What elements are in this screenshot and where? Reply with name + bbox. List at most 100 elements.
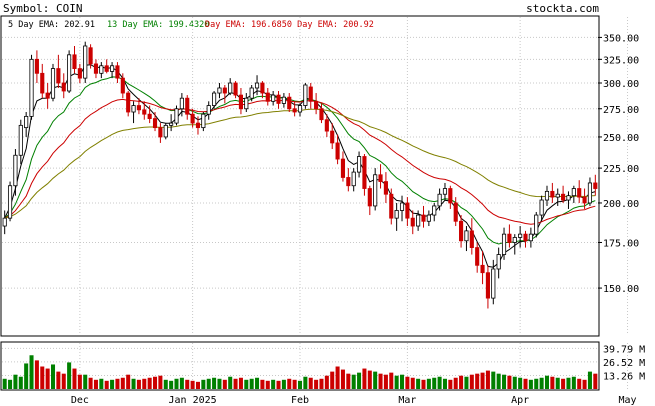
volume-bar (539, 377, 544, 389)
candle-body (330, 130, 335, 144)
ema13-legend: 13 Day EMA: 199.4320 (107, 20, 209, 30)
volume-bar (566, 377, 571, 389)
candle-body (561, 193, 566, 201)
volume-bar (303, 376, 308, 389)
site-label[interactable]: stockta.com (526, 2, 599, 15)
price-tick-label: 175.00 (603, 238, 639, 249)
candle-body (340, 158, 346, 178)
candle-body (271, 94, 276, 102)
volume-bar (206, 378, 211, 389)
candle-body (195, 122, 201, 129)
ema26-50-legend: Day EMA: 196.6850 Day EMA: 200.92 (205, 20, 374, 30)
candle-body (152, 118, 158, 129)
volume-bar (212, 377, 217, 389)
volume-tick-label: 13.26 M (603, 371, 645, 382)
candle-body (292, 108, 297, 113)
x-tick-label: Dec (71, 395, 89, 406)
volume-bar (357, 372, 362, 389)
volume-bar (346, 373, 351, 389)
candle-body (496, 254, 501, 270)
candle-body (34, 58, 39, 74)
candle-body (222, 87, 227, 94)
volume-bar (351, 374, 356, 389)
ema5-legend: 5 Day EMA: 202.91 (8, 20, 95, 30)
volume-bar (13, 374, 18, 389)
volume-bar (373, 371, 378, 389)
volume-bar (244, 379, 249, 389)
candle-body (373, 174, 378, 207)
candle-body (437, 193, 442, 207)
candle-body (539, 199, 544, 216)
candle-body (104, 65, 109, 72)
volume-bar (72, 368, 77, 389)
candle-body (448, 188, 453, 204)
candle-body (453, 202, 458, 222)
candle-body (265, 92, 270, 102)
volume-bar (453, 377, 458, 389)
candle-body (555, 193, 560, 198)
volume-bar (502, 374, 507, 389)
candle-body (566, 195, 571, 201)
candle-body (464, 230, 469, 242)
candle-body (254, 82, 260, 89)
candle-body (99, 65, 104, 74)
volume-bar (61, 373, 66, 389)
candle-body (416, 214, 421, 227)
volume-bar (297, 380, 303, 389)
volume-bar (475, 373, 480, 389)
volume-bar (518, 377, 523, 389)
volume-bar (480, 372, 485, 389)
volume-bar (555, 377, 560, 389)
candle-body (432, 205, 437, 216)
candle-body (475, 247, 480, 266)
price-tick-label: 350.00 (603, 33, 639, 44)
volume-bar (115, 378, 120, 389)
candle-body (383, 181, 388, 195)
candle-body (550, 190, 555, 198)
candle-body (50, 68, 56, 99)
volume-bar (340, 369, 345, 389)
candle-body (169, 122, 174, 126)
volume-bar (238, 377, 243, 389)
volume-bar (410, 377, 415, 389)
volume-bar (131, 378, 136, 389)
candle-body (491, 268, 496, 299)
volume-tick-label: 39.79 M (603, 344, 645, 355)
volume-bar (523, 378, 528, 389)
volume-bar (389, 372, 394, 389)
volume-bar (260, 379, 265, 389)
candle-body (459, 220, 464, 242)
candle-body (45, 92, 50, 99)
candle-body (544, 190, 550, 201)
volume-bar (432, 377, 437, 389)
candle-body (480, 264, 485, 274)
volume-bar (110, 379, 115, 389)
volume-bar (169, 380, 174, 389)
candle-body (308, 86, 313, 102)
volume-bar (77, 374, 82, 389)
volume-bar (45, 368, 50, 389)
candle-body (356, 156, 362, 173)
volume-bar (426, 378, 431, 389)
candle-body (77, 68, 82, 79)
symbol-label: Symbol: COIN (3, 2, 82, 15)
candle-body (13, 154, 18, 187)
volume-bar (335, 366, 340, 389)
volume-bar (314, 379, 319, 389)
candle-body (29, 58, 34, 117)
candle-body (206, 105, 211, 115)
candle-body (281, 96, 286, 104)
candle-body (233, 82, 238, 96)
candle-body (185, 97, 190, 115)
candle-body (587, 182, 593, 204)
candle-body (582, 196, 587, 204)
x-tick-label: Jan 2025 (169, 395, 217, 406)
volume-bar (319, 378, 324, 389)
x-axis: Dec Jan 2025 Feb Mar Apr May (71, 395, 637, 406)
volume-bar (587, 371, 592, 389)
candle-body (518, 233, 523, 238)
candle-body (507, 233, 512, 243)
candle-body (528, 233, 533, 242)
candle-body (426, 214, 431, 222)
